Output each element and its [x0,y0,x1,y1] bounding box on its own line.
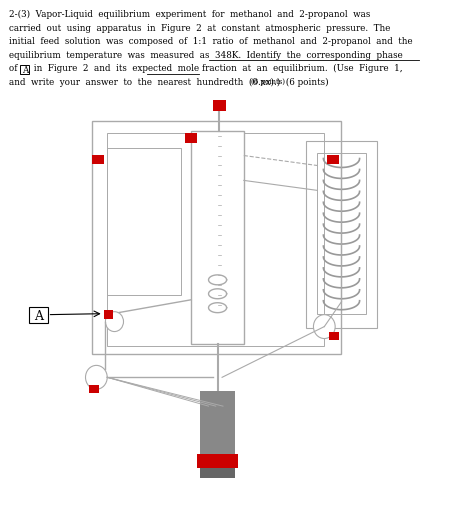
Bar [92,121,341,355]
Text: equilibrium  temperature  was  measured  as  348K.  Identify  the  corresponding: equilibrium temperature was measured as … [9,50,402,60]
Text: initial  feed  solution  was  composed  of  1:1  ratio  of  methanol  and  2-pro: initial feed solution was composed of 1:… [9,37,412,46]
Circle shape [85,366,107,389]
Bar [107,147,182,295]
Bar [201,468,235,478]
Bar [191,131,244,344]
Bar [306,140,377,328]
Text: of: of [9,64,20,73]
Circle shape [105,312,124,332]
Circle shape [313,315,335,338]
Bar [92,155,104,165]
Bar [107,133,324,346]
Bar [327,155,339,165]
Text: and  write  your  answer  to  the  nearest  hundredth  (0.xx).)  (6 points): and write your answer to the nearest hun… [9,77,328,86]
Bar [329,332,339,339]
Bar [185,133,197,142]
Text: A: A [34,310,43,323]
Text: 2-(3)  Vapor-Liquid  equilibrium  experiment  for  methanol  and  2-propanol  wa: 2-(3) Vapor-Liquid equilibrium experimen… [9,10,370,20]
Bar [197,454,238,468]
Bar [104,310,113,319]
Bar [317,153,366,314]
Text: carried  out  using  apparatus  in  Figure  2  at  constant  atmospheric  pressu: carried out using apparatus in Figure 2 … [9,24,390,33]
Bar [29,307,47,323]
Text: A: A [22,66,28,75]
Bar [89,385,99,393]
Bar [213,100,226,111]
Bar [201,391,235,459]
Text: (6 points): (6 points) [251,78,285,86]
Text: in  Figure  2  and  its  expected  mole fraction  at  an  equilibrium.  (Use  Fi: in Figure 2 and its expected mole fracti… [31,64,403,73]
Bar [20,65,29,74]
